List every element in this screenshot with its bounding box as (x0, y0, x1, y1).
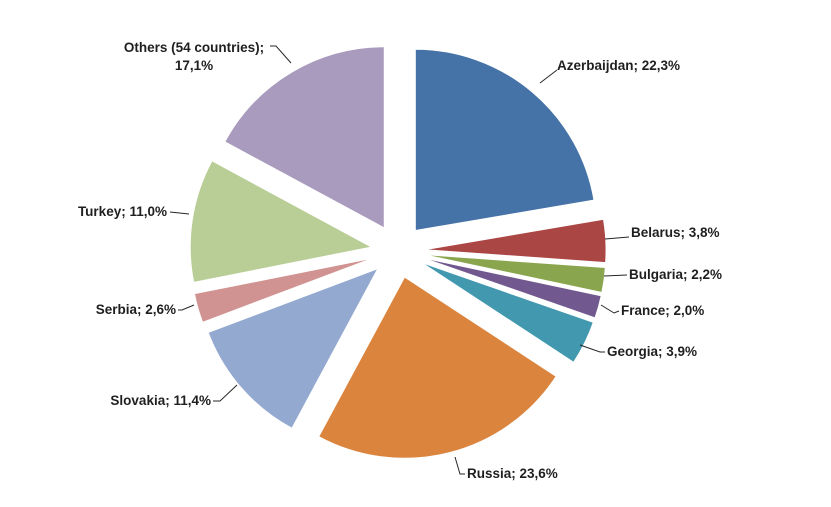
leader-line-serbia (178, 304, 195, 311)
leader-line-azerbaijdan (539, 69, 558, 84)
slice-slovakia (207, 268, 379, 429)
data-label-serbia: Serbia; 2,6% (96, 302, 176, 317)
leader-line-georgia (579, 344, 605, 353)
slice-others-54-countries (224, 46, 385, 229)
leader-line-others-54-countries (270, 45, 292, 64)
data-label-turkey: Turkey; 11,0% (78, 204, 167, 219)
data-label-russia: Russia; 23,6% (467, 466, 558, 481)
data-label-line: Others (54 countries); (124, 40, 264, 55)
data-label-line: 17,1% (175, 58, 213, 73)
data-label-azerbaijdan: Azerbaijdan; 22,3% (557, 58, 680, 73)
slice-georgia (422, 262, 594, 363)
leader-line-russia (454, 456, 465, 475)
leader-line-bulgaria (603, 274, 628, 277)
slice-serbia (194, 258, 373, 323)
slice-bulgaria (424, 254, 606, 293)
data-label-bulgaria: Bulgaria; 2,2% (629, 267, 722, 282)
data-label-belarus: Belarus; 3,8% (631, 225, 720, 240)
leader-line-slovakia (213, 384, 238, 402)
slice-france (423, 257, 602, 319)
data-label-france: France; 2,0% (621, 303, 704, 318)
data-label-slovakia: Slovakia; 11,4% (110, 393, 211, 408)
leader-line-belarus (604, 236, 630, 240)
slice-turkey (189, 160, 373, 283)
slice-belarus (424, 218, 607, 263)
slice-russia (318, 276, 557, 459)
leader-line-turkey (169, 211, 190, 215)
data-label-others-54-countries: Others (54 countries); 17,1% (124, 40, 264, 73)
slice-azerbaijdan (415, 48, 595, 231)
leader-line-france (600, 304, 620, 314)
data-label-georgia: Georgia; 3,9% (607, 344, 697, 359)
